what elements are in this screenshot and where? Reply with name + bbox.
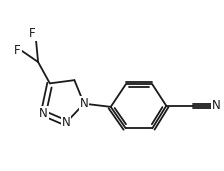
Text: N: N [80, 97, 88, 110]
Text: N: N [61, 116, 70, 129]
Text: N: N [212, 99, 221, 112]
Text: F: F [14, 44, 21, 57]
Text: F: F [29, 27, 36, 40]
Text: N: N [39, 107, 48, 120]
